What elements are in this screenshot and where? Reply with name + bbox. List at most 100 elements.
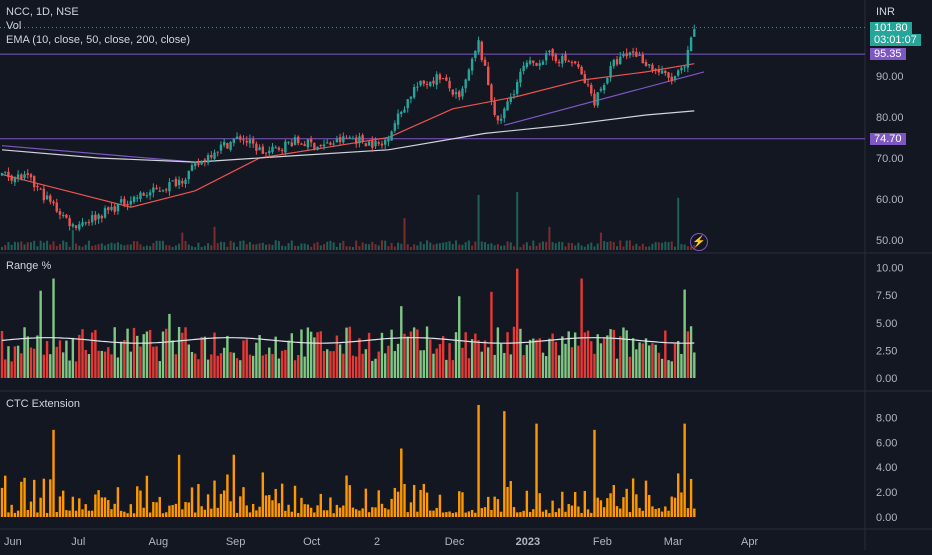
volume-bar (36, 246, 39, 250)
candle-body (641, 54, 644, 64)
ctc-bar (313, 512, 316, 517)
ctc-pane-title[interactable]: CTC Extension (6, 398, 80, 410)
candle-body (573, 61, 577, 64)
candle-body (345, 137, 348, 139)
volume-bar (203, 245, 206, 250)
range-bar (78, 334, 81, 378)
volume-bar (26, 242, 29, 250)
candle-body (297, 136, 300, 144)
range-pane-title[interactable]: Range % (6, 260, 52, 272)
volume-bar (448, 241, 451, 250)
candle-body (657, 69, 661, 73)
candle-body (65, 214, 68, 218)
volume-bar (480, 241, 483, 250)
candle-body (383, 139, 387, 145)
price-tick-label: 50.00 (876, 235, 904, 247)
volume-bar (686, 246, 689, 250)
ctc-bar (383, 508, 387, 517)
symbol-legend[interactable]: NCC, 1D, NSE (6, 6, 79, 18)
range-bar (239, 360, 242, 378)
ctc-bar (271, 500, 274, 517)
ctc-bar (165, 512, 168, 517)
ctc-bar (239, 496, 242, 517)
candle-body (451, 89, 454, 95)
volume-bar (683, 244, 686, 250)
range-bar (251, 355, 255, 378)
range-bar (416, 329, 419, 378)
volume-bar (329, 240, 332, 250)
volume-bar (654, 242, 657, 250)
ctc-bar (20, 481, 23, 517)
candle-body (432, 80, 435, 84)
volume-legend[interactable]: Vol (6, 20, 22, 32)
range-bar (171, 340, 174, 378)
range-bar (7, 346, 10, 378)
candle-body (458, 91, 461, 98)
ctc-bar (445, 512, 448, 517)
range-bar (367, 332, 371, 378)
ctc-bar (641, 510, 644, 517)
ctc-bar (422, 483, 426, 517)
ema-legend[interactable]: EMA (10, close, 50, close, 200, close) (6, 34, 191, 46)
range-bar (570, 347, 574, 378)
range-bar (136, 335, 139, 378)
volume-bar (58, 244, 61, 250)
volume-bar (561, 241, 564, 250)
volume-bar (277, 241, 280, 250)
candle-body (406, 99, 409, 109)
ctc-bar (87, 510, 91, 517)
ctc-bar (470, 509, 474, 517)
candle-body (68, 218, 71, 227)
candle-body (251, 139, 255, 144)
range-bar (4, 359, 7, 378)
candle-body (216, 151, 219, 153)
support-level-tag: 74.70 (870, 133, 906, 145)
range-tick-label: 0.00 (876, 373, 897, 385)
ctc-bar (148, 512, 152, 517)
range-bar (216, 355, 219, 378)
volume-bar (677, 197, 680, 250)
ctc-bar (644, 480, 648, 517)
range-bar (90, 332, 94, 378)
ctc-bar (554, 512, 558, 517)
candle-body (693, 29, 696, 37)
ctc-bar (528, 511, 532, 517)
range-bar (161, 331, 165, 378)
ctc-bar (68, 510, 71, 517)
candle-body (332, 143, 335, 145)
range-bar (206, 359, 210, 378)
volume-bar (445, 242, 448, 250)
range-bar (55, 346, 58, 378)
ctc-bar (322, 510, 326, 517)
ctc-bar (390, 498, 393, 517)
ctc-bar (219, 493, 223, 517)
volume-bar (49, 244, 52, 250)
range-tick-label: 2.50 (876, 345, 897, 357)
lightning-icon[interactable]: ⚡ (690, 233, 708, 251)
ctc-bar (503, 411, 506, 517)
ctc-bar (284, 510, 287, 517)
range-bar (200, 336, 203, 378)
volume-bar (570, 243, 573, 250)
candle-body (348, 137, 351, 139)
candle-body (274, 147, 277, 149)
time-tick-label: Aug (149, 536, 169, 548)
ctc-bar (36, 512, 39, 517)
range-bar (97, 350, 100, 378)
volume-bar (535, 245, 538, 250)
ctc-bar (648, 494, 651, 517)
volume-bar (641, 243, 644, 250)
ctc-bar (345, 475, 348, 517)
ctc-bar (74, 510, 78, 517)
range-bar (316, 332, 319, 378)
range-bar (493, 354, 496, 378)
volume-bar (500, 245, 503, 250)
candle-body (7, 171, 10, 178)
ctc-bar (258, 506, 261, 517)
candle-body (242, 139, 245, 141)
ctc-bar (81, 509, 84, 517)
range-bar (338, 344, 342, 378)
ctc-bar (206, 494, 210, 517)
volume-bar (145, 245, 148, 250)
